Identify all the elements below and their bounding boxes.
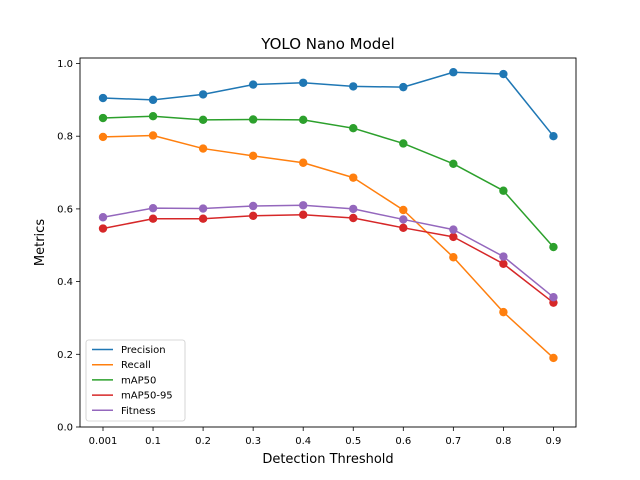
data-point — [349, 82, 358, 91]
data-point — [449, 232, 458, 242]
y-tick-label: 0.4 — [57, 277, 73, 288]
data-point — [549, 132, 558, 141]
x-tick-label: 0.2 — [195, 436, 211, 447]
x-tick-label: 0.6 — [395, 436, 411, 447]
x-tick-label: 0.001 — [89, 436, 118, 447]
legend: Precision Recall mAP50 mAP50-95 Fitness — [85, 339, 186, 422]
x-tick-label: 0.5 — [345, 436, 361, 447]
series-line — [102, 115, 555, 248]
data-point — [549, 293, 558, 302]
data-point — [98, 213, 108, 222]
legend-label: mAP50-95 — [121, 391, 173, 402]
y-tick-label: 0.0 — [57, 423, 73, 434]
data-point — [299, 201, 308, 210]
data-point — [98, 113, 108, 123]
data-point — [248, 115, 258, 124]
series-fitness — [98, 201, 558, 302]
x-tick-label: 0.3 — [245, 436, 261, 447]
legend-label: Recall — [121, 360, 151, 371]
data-point — [198, 90, 208, 99]
data-point — [449, 159, 458, 169]
series-recall — [98, 131, 558, 363]
data-point — [148, 131, 158, 140]
data-point — [399, 139, 408, 148]
data-point — [349, 204, 358, 214]
series-line — [102, 134, 554, 359]
x-tick-label: 0.9 — [545, 436, 561, 447]
data-point — [98, 93, 108, 103]
data-point — [148, 95, 158, 105]
legend-label: Fitness — [121, 406, 156, 417]
data-point — [349, 124, 358, 133]
data-point — [299, 78, 308, 87]
data-point — [399, 205, 408, 215]
x-tick-label: 0.7 — [445, 436, 461, 447]
y-tick-label: 0.6 — [57, 204, 73, 215]
plot-frame — [79, 57, 577, 428]
data-point — [248, 80, 258, 89]
data-point — [198, 204, 208, 213]
y-axis-label: Metrics — [33, 219, 48, 266]
legend-label: Precision — [121, 345, 166, 356]
data-point — [349, 173, 358, 182]
data-point — [399, 82, 408, 92]
y-tick-label: 0.2 — [57, 350, 73, 361]
data-point — [549, 242, 558, 252]
legend-label: mAP50 — [121, 375, 156, 386]
data-point — [98, 224, 108, 233]
data-point — [549, 353, 558, 363]
axes: 0.001 0.1 0.2 0.3 0.4 0.5 0.6 0.7 0.8 0.9 0.0 0.2 0.… — [57, 59, 561, 447]
data-point — [299, 158, 308, 167]
series-precision — [98, 68, 558, 141]
data-point — [198, 144, 208, 153]
data-point — [499, 252, 508, 261]
x-tick-label: 0.1 — [145, 436, 161, 447]
data-point — [499, 69, 508, 79]
data-point — [449, 253, 458, 262]
data-point — [248, 211, 258, 221]
series-map50 — [98, 112, 558, 252]
series-line — [102, 204, 554, 298]
data-point — [299, 210, 308, 219]
data-point — [499, 186, 508, 195]
series-line — [102, 71, 555, 137]
data-point — [198, 214, 208, 223]
data-point — [449, 68, 458, 77]
plot-area — [98, 68, 558, 363]
data-point — [148, 203, 158, 213]
data-point — [499, 259, 508, 268]
data-point — [299, 115, 308, 125]
legend-box — [85, 339, 186, 422]
series-line — [102, 213, 554, 304]
data-point — [148, 214, 158, 223]
data-point — [399, 223, 408, 232]
y-tick-label: 0.8 — [57, 132, 73, 143]
data-point — [499, 307, 508, 317]
data-point — [399, 215, 408, 224]
data-point — [248, 201, 258, 211]
x-axis-label: Detection Threshold — [262, 452, 393, 467]
data-point — [148, 112, 158, 121]
x-tick-label: 0.8 — [495, 436, 511, 447]
data-point — [198, 115, 208, 125]
x-tick-label: 0.4 — [295, 436, 311, 447]
y-tick-label: 1.0 — [57, 59, 73, 70]
chart-title: YOLO Nano Model — [260, 35, 394, 53]
data-point — [349, 213, 358, 223]
data-point — [248, 151, 258, 161]
data-point — [98, 132, 108, 142]
data-point — [449, 225, 458, 234]
